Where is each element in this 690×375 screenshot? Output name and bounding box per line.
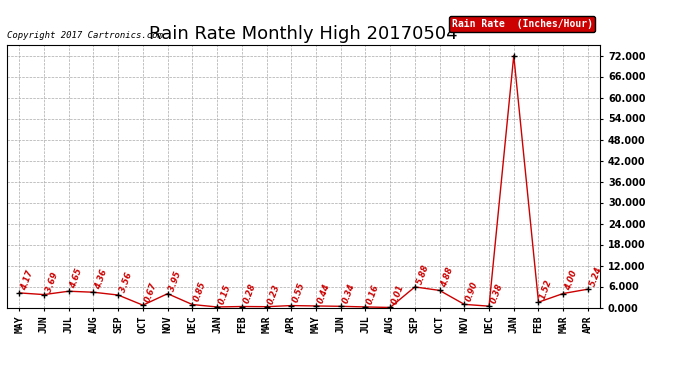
Text: 0.90: 0.90 — [464, 280, 480, 303]
Text: 3.95: 3.95 — [168, 270, 183, 292]
Text: 0.34: 0.34 — [341, 282, 356, 305]
Text: 0.28: 0.28 — [241, 282, 257, 305]
Text: 0.15: 0.15 — [217, 283, 233, 306]
Text: 4.65: 4.65 — [69, 267, 84, 290]
Text: 4.00: 4.00 — [563, 270, 579, 292]
Text: 3.69: 3.69 — [44, 271, 59, 293]
Text: 5.88: 5.88 — [415, 263, 431, 285]
Text: 0.44: 0.44 — [316, 282, 331, 304]
Title: Rain Rate Monthly High 20170504: Rain Rate Monthly High 20170504 — [149, 26, 458, 44]
Text: Copyright 2017 Cartronics.com: Copyright 2017 Cartronics.com — [7, 31, 163, 40]
Text: 3.56: 3.56 — [118, 271, 134, 294]
Text: 0.38: 0.38 — [489, 282, 504, 305]
Text: 4.88: 4.88 — [440, 267, 455, 289]
Text: 0.23: 0.23 — [266, 283, 282, 305]
Text: 0.01: 0.01 — [390, 284, 406, 306]
Text: 0.67: 0.67 — [143, 281, 159, 304]
Text: 0.55: 0.55 — [291, 282, 307, 304]
Text: 0.16: 0.16 — [366, 283, 381, 306]
Text: 4.36: 4.36 — [93, 268, 109, 291]
Text: 1.52: 1.52 — [538, 278, 554, 301]
Text: 4.17: 4.17 — [19, 269, 34, 291]
Text: 0.85: 0.85 — [193, 280, 208, 303]
Legend: Rain Rate  (Inches/Hour): Rain Rate (Inches/Hour) — [448, 16, 595, 32]
Text: 5.24: 5.24 — [588, 265, 604, 288]
